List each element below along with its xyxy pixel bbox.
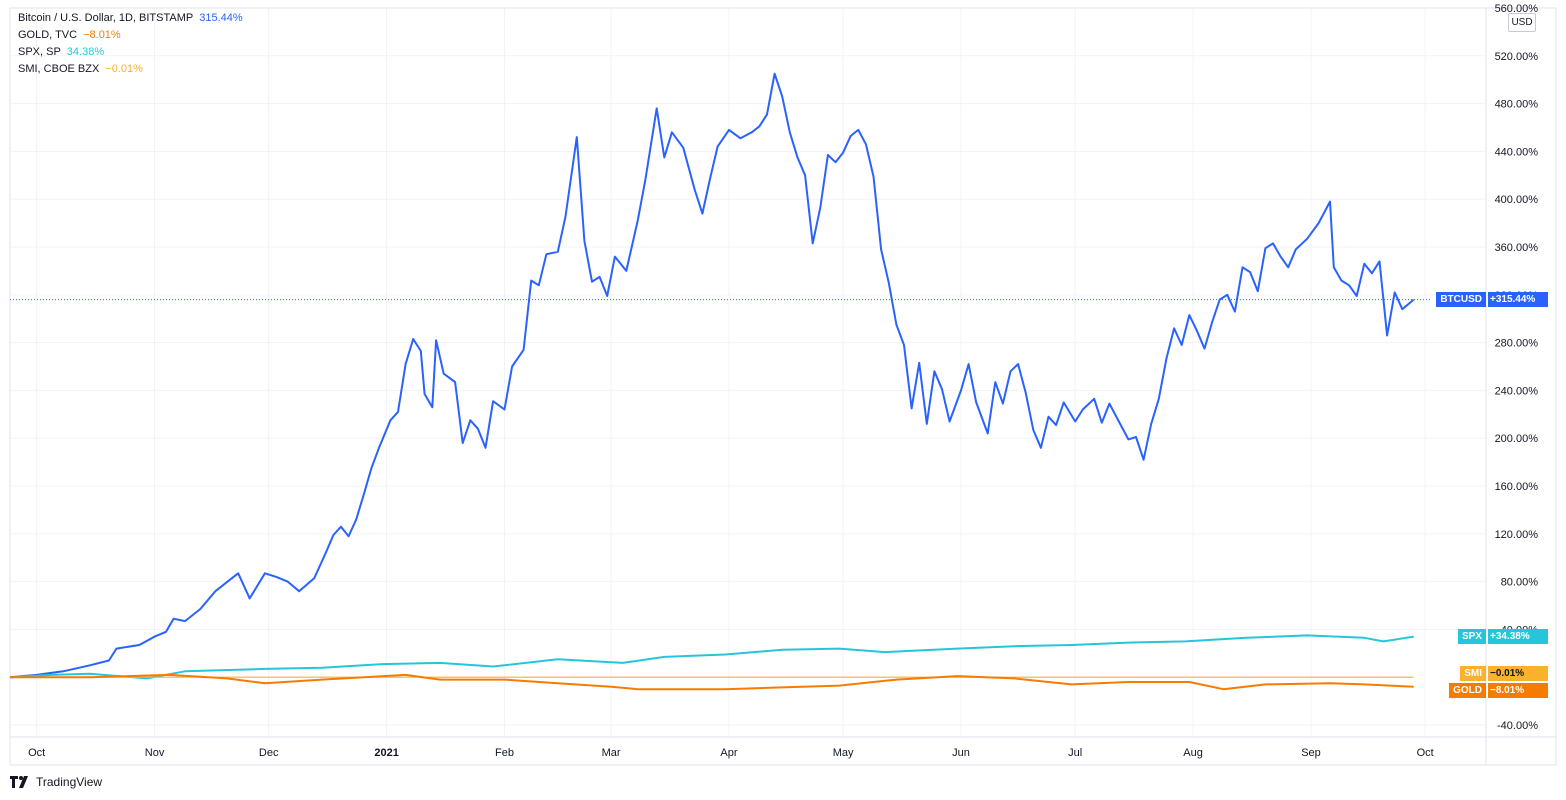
y-tick-label: 200.00% — [1495, 433, 1539, 445]
legend-label: SMI, CBOE BZX — [18, 63, 100, 75]
currency-button[interactable]: USD — [1508, 13, 1536, 32]
x-tick-label: Oct — [28, 747, 45, 759]
legend-value: 315.44% — [199, 12, 243, 24]
time-axis[interactable]: Oct Nov Dec 2021 Feb Mar Apr May Jun Jul Aug Sep Oct — [28, 747, 1434, 759]
x-tick-label: Aug — [1183, 747, 1203, 759]
tag-value-btcusd: +315.44% — [1488, 291, 1548, 307]
y-tick-label: -40.00% — [1497, 720, 1538, 732]
x-tick-label: May — [833, 747, 854, 759]
x-tick-label: Feb — [495, 747, 514, 759]
x-tick-label: Apr — [720, 747, 737, 759]
legend-label: Bitcoin / U.S. Dollar, 1D, BITSTAMP — [18, 12, 194, 24]
x-tick-label: Oct — [1417, 747, 1434, 759]
legend-item-btcusd[interactable]: Bitcoin / U.S. Dollar, 1D, BITSTAMP 315.4… — [18, 10, 243, 27]
branding[interactable]: TradingView — [10, 773, 102, 791]
y-tick-label: 360.00% — [1495, 242, 1539, 254]
y-tick-label: 80.00% — [1501, 577, 1539, 589]
tag-value-smi: −0.01% — [1488, 666, 1548, 682]
chart-border — [9, 7, 1557, 766]
y-tick-label: 520.00% — [1495, 51, 1539, 63]
legend-item-smi[interactable]: SMI, CBOE BZX −0.01% — [18, 61, 243, 78]
series-legend: Bitcoin / U.S. Dollar, 1D, BITSTAMP 315.4… — [18, 10, 243, 78]
legend-label: GOLD, TVC — [18, 29, 78, 41]
legend-item-gold[interactable]: GOLD, TVC −8.01% — [18, 27, 243, 44]
tradingview-text: TradingView — [36, 775, 103, 789]
y-tick-label: 120.00% — [1495, 529, 1539, 541]
y-tick-label: 240.00% — [1495, 385, 1539, 397]
x-tick-label: Dec — [259, 747, 279, 759]
series-lines — [9, 72, 1432, 691]
price-axis[interactable]: 560.00% 520.00% 480.00% 440.00% 400.00% 360.0… — [1495, 3, 1539, 732]
y-tick-label: 480.00% — [1495, 99, 1539, 111]
tradingview-logo-icon — [10, 776, 28, 788]
tag-symbol-spx[interactable]: SPX — [1457, 628, 1486, 644]
x-tick-label: Jul — [1068, 747, 1082, 759]
tag-symbol-gold[interactable]: GOLD — [1449, 683, 1486, 699]
tag-symbol-btcusd[interactable]: BTCUSD — [1436, 291, 1486, 307]
series-line-btcusd — [9, 72, 1415, 679]
y-tick-label: 440.00% — [1495, 146, 1539, 158]
tag-symbol-smi[interactable]: SMI — [1460, 666, 1486, 682]
x-tick-label: Mar — [602, 747, 621, 759]
y-tick-label: 560.00% — [1495, 3, 1539, 15]
x-tick-label: Jun — [952, 747, 970, 759]
x-tick-label: Sep — [1301, 747, 1321, 759]
tag-value-spx: +34.38% — [1488, 628, 1548, 644]
legend-value: −0.01% — [105, 63, 143, 75]
y-tick-label: 160.00% — [1495, 481, 1539, 493]
chart-frame — [9, 7, 1557, 766]
y-tick-label: 400.00% — [1495, 194, 1539, 206]
series-line-spx — [9, 634, 1414, 680]
legend-value: −8.01% — [83, 29, 121, 41]
tag-value-gold: −8.01% — [1488, 683, 1548, 699]
x-tick-label: 2021 — [374, 747, 398, 759]
y-tick-label: 280.00% — [1495, 338, 1539, 350]
x-tick-label: Nov — [145, 747, 165, 759]
legend-label: SPX, SP — [18, 46, 61, 58]
series-line-gold — [10, 673, 1414, 691]
legend-item-spx[interactable]: SPX, SP 34.38% — [18, 44, 243, 61]
grid-lines — [10, 7, 1486, 737]
legend-value: 34.38% — [66, 46, 105, 58]
